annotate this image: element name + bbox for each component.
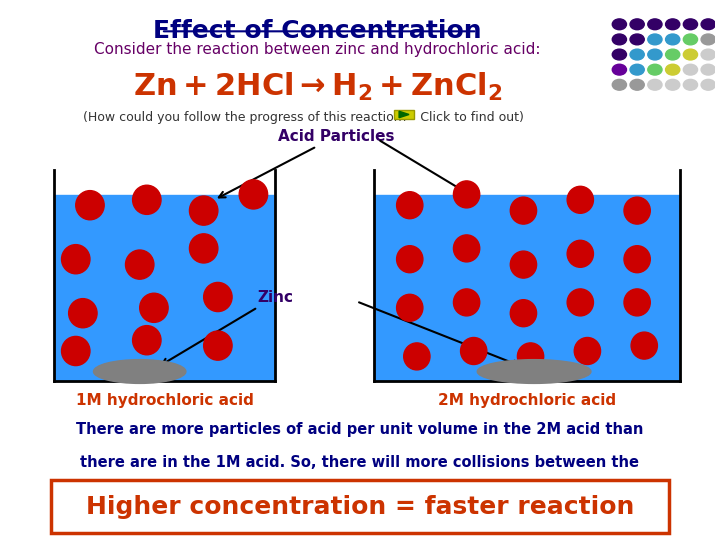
Ellipse shape	[94, 360, 186, 383]
Ellipse shape	[477, 360, 591, 383]
Ellipse shape	[567, 289, 593, 316]
Circle shape	[612, 79, 626, 90]
Ellipse shape	[132, 185, 161, 214]
Circle shape	[701, 79, 715, 90]
Ellipse shape	[239, 180, 268, 209]
Circle shape	[701, 64, 715, 75]
Circle shape	[701, 34, 715, 45]
Ellipse shape	[624, 289, 650, 316]
Text: $\mathbf{Zn + 2HCl \rightarrow H_2 + ZnCl_2}$: $\mathbf{Zn + 2HCl \rightarrow H_2 + ZnC…	[132, 71, 502, 103]
Text: 1M hydrochloric acid: 1M hydrochloric acid	[76, 393, 253, 408]
Circle shape	[701, 19, 715, 30]
Ellipse shape	[397, 192, 423, 219]
Ellipse shape	[189, 234, 218, 263]
Ellipse shape	[61, 336, 90, 366]
Ellipse shape	[397, 294, 423, 321]
Text: acid and zinc particles in the stronger acid, giving a faster reaction.: acid and zinc particles in the stronger …	[78, 487, 642, 502]
Ellipse shape	[61, 245, 90, 274]
Circle shape	[648, 64, 662, 75]
Ellipse shape	[567, 240, 593, 267]
Circle shape	[683, 49, 698, 60]
Ellipse shape	[567, 186, 593, 213]
Text: there are in the 1M acid. So, there will more collisions between the: there are in the 1M acid. So, there will…	[81, 455, 639, 470]
Ellipse shape	[518, 343, 544, 370]
Circle shape	[630, 34, 644, 45]
Circle shape	[683, 19, 698, 30]
Text: Consider the reaction between zinc and hydrochloric acid:: Consider the reaction between zinc and h…	[94, 42, 541, 57]
Ellipse shape	[204, 331, 232, 360]
Ellipse shape	[140, 293, 168, 322]
Polygon shape	[399, 111, 409, 118]
Ellipse shape	[575, 338, 600, 364]
Circle shape	[665, 64, 680, 75]
Text: (How could you follow the progress of this reaction?   Click to find out): (How could you follow the progress of th…	[83, 111, 523, 124]
Circle shape	[648, 34, 662, 45]
Text: Effect of Concentration: Effect of Concentration	[153, 19, 482, 43]
Text: Acid Particles: Acid Particles	[219, 129, 395, 198]
Circle shape	[683, 64, 698, 75]
Text: Higher concentration = faster reaction: Higher concentration = faster reaction	[86, 495, 634, 518]
Ellipse shape	[624, 246, 650, 273]
Ellipse shape	[76, 191, 104, 220]
Ellipse shape	[510, 197, 536, 224]
Ellipse shape	[68, 299, 97, 328]
Ellipse shape	[510, 251, 536, 278]
Text: There are more particles of acid per unit volume in the 2M acid than: There are more particles of acid per uni…	[76, 422, 644, 437]
Circle shape	[630, 79, 644, 90]
Circle shape	[701, 49, 715, 60]
FancyBboxPatch shape	[394, 110, 414, 119]
Circle shape	[648, 79, 662, 90]
Circle shape	[630, 64, 644, 75]
Ellipse shape	[132, 326, 161, 355]
Ellipse shape	[510, 300, 536, 327]
Circle shape	[683, 79, 698, 90]
Circle shape	[683, 34, 698, 45]
Ellipse shape	[631, 332, 657, 359]
Text: Zinc: Zinc	[162, 289, 293, 364]
Ellipse shape	[624, 197, 650, 224]
Bar	[55, 195, 275, 381]
FancyBboxPatch shape	[51, 480, 669, 533]
Circle shape	[612, 49, 626, 60]
Ellipse shape	[454, 235, 480, 262]
Circle shape	[612, 64, 626, 75]
Bar	[374, 195, 680, 381]
Circle shape	[665, 34, 680, 45]
Ellipse shape	[404, 343, 430, 370]
Circle shape	[665, 49, 680, 60]
Circle shape	[612, 34, 626, 45]
Circle shape	[630, 49, 644, 60]
Ellipse shape	[204, 282, 232, 312]
Circle shape	[665, 79, 680, 90]
Ellipse shape	[125, 250, 154, 279]
Circle shape	[612, 19, 626, 30]
Circle shape	[648, 19, 662, 30]
Text: 2M hydrochloric acid: 2M hydrochloric acid	[438, 393, 616, 408]
Circle shape	[630, 19, 644, 30]
Circle shape	[665, 19, 680, 30]
Ellipse shape	[461, 338, 487, 364]
Circle shape	[648, 49, 662, 60]
Ellipse shape	[189, 196, 218, 225]
Ellipse shape	[454, 181, 480, 208]
Ellipse shape	[454, 289, 480, 316]
Ellipse shape	[397, 246, 423, 273]
